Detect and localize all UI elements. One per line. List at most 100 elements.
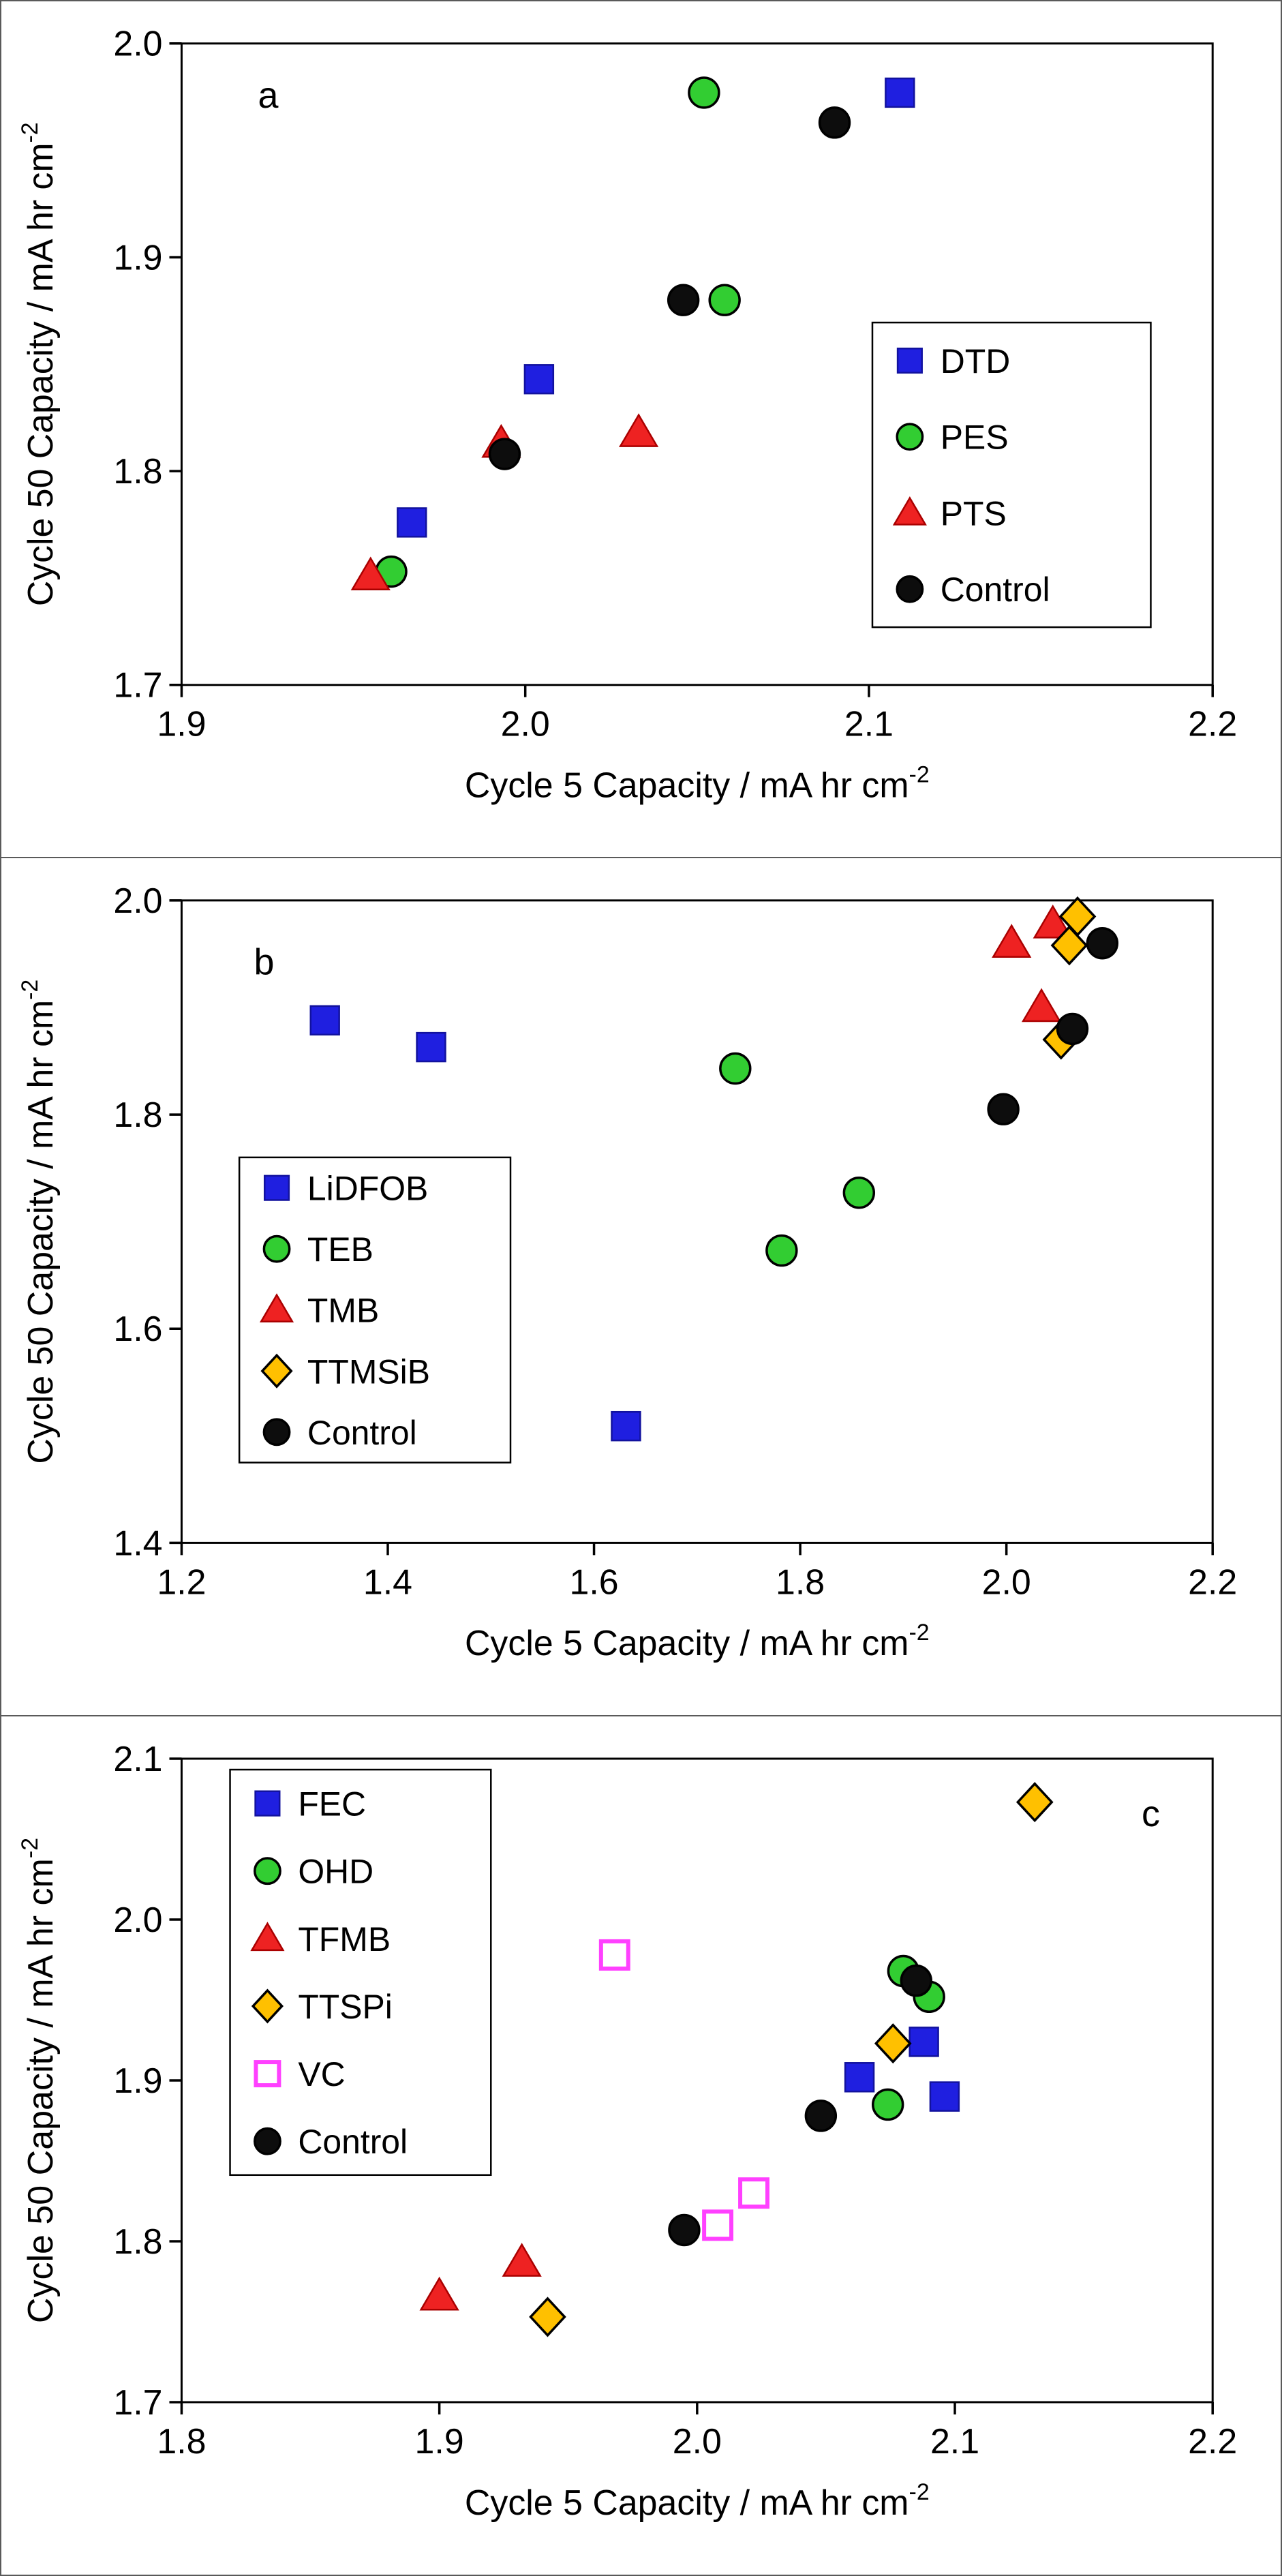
data-point-Control — [488, 438, 521, 470]
y-axis-title: Cycle 50 Capacity / mA hr cm-2 — [17, 122, 60, 606]
legend-marker-triangle — [259, 1293, 294, 1322]
data-point-LiDFOB — [309, 1005, 340, 1036]
legend-box — [229, 1768, 492, 2177]
panel-letter-label: b — [254, 941, 274, 982]
data-point-TEB — [765, 1234, 798, 1267]
legend-item-TEB: TEB — [262, 1230, 373, 1269]
x-tick-label: 2.1 — [844, 704, 894, 744]
legend-marker-square — [263, 1175, 290, 1201]
y-tick-label: 1.4 — [113, 1523, 162, 1562]
legend-item-PTS: PTS — [892, 494, 1007, 532]
panel-b: 1.2 1.4 1.6 1.8 2.0 2.2 1.4 1.6 1.8 2.0 Cycle 5 Ca… — [0, 858, 1282, 1716]
x-axis-title: Cycle 5 Capacity / mA hr cm-2 — [465, 761, 930, 804]
y-tick-label: 1.8 — [113, 451, 162, 491]
y-tick-label: 1.6 — [113, 1309, 162, 1348]
panel-a: 1.9 2.0 2.1 2.2 1.7 1.8 1.9 2.0 Cycle 5 Capacity… — [0, 0, 1282, 858]
y-tick-label: 1.7 — [113, 2383, 162, 2423]
data-point-Control — [987, 1093, 1020, 1125]
data-point-Control — [818, 106, 851, 139]
data-point-Control — [667, 284, 700, 316]
y-tick-label: 2.0 — [113, 24, 162, 63]
legend-label: Control — [941, 571, 1050, 609]
x-tick-label: 1.9 — [415, 2422, 464, 2461]
legend-marker-circle — [262, 1234, 291, 1263]
legend-marker-circle — [262, 1418, 291, 1446]
y-axis-title: Cycle 50 Capacity / mA hr cm-2 — [17, 1838, 61, 2323]
legend-label: TTMSiB — [307, 1352, 430, 1391]
data-point-TTMSiB — [1050, 925, 1088, 966]
legend-marker-circle — [254, 1857, 281, 1885]
series-TFMB — [419, 2243, 542, 2311]
legend-label: TMB — [307, 1292, 379, 1330]
series-Control — [488, 106, 851, 470]
x-tick-label: 2.2 — [1188, 2422, 1237, 2461]
data-point-DTD — [885, 77, 915, 108]
legend-label: Control — [307, 1414, 417, 1452]
legend: FEC OHD TFMB TTSPi VC Control — [229, 1768, 492, 2177]
x-tick-label: 1.6 — [569, 1562, 618, 1601]
legend-label: TFMB — [298, 1920, 391, 1958]
panel-a-chart: 1.9 2.0 2.1 2.2 1.7 1.8 1.9 2.0 Cycle 5 Capacity… — [17, 24, 1237, 805]
legend-label: TEB — [307, 1230, 373, 1269]
x-tick-label: 1.8 — [776, 1562, 825, 1601]
x-tick-label: 1.9 — [157, 704, 206, 744]
data-point-TTSPi — [874, 2023, 912, 2064]
x-tick-label: 1.8 — [157, 2422, 206, 2461]
data-point-Control — [1086, 927, 1119, 960]
series-VC — [598, 1939, 769, 2241]
x-tick-label: 2.0 — [501, 704, 550, 744]
data-point-TFMB — [502, 2243, 542, 2277]
series-Control — [987, 927, 1119, 1125]
x-tick-label: 2.0 — [673, 2422, 722, 2461]
data-point-TMB — [1021, 988, 1062, 1022]
data-point-VC — [702, 2209, 734, 2241]
data-point-DTD — [397, 507, 427, 538]
data-point-TTSPi — [1016, 1782, 1054, 1823]
data-point-Control — [1056, 1012, 1089, 1046]
data-point-Control — [668, 2213, 701, 2247]
data-point-TEB — [842, 1177, 876, 1209]
legend-marker-open-square — [254, 2060, 281, 2088]
data-point-DTD — [523, 364, 555, 395]
series-TMB — [992, 905, 1073, 1022]
legend-label: PTS — [941, 494, 1007, 532]
series-FEC — [844, 2027, 960, 2112]
data-point-OHD — [871, 2088, 904, 2121]
legend-item-TFMB: TFMB — [250, 1920, 391, 1958]
x-tick-label: 2.0 — [982, 1562, 1031, 1601]
legend-label: Control — [298, 2123, 408, 2161]
data-point-LiDFOB — [416, 1031, 446, 1063]
panel-letter-label: a — [258, 75, 279, 116]
x-axis-title: Cycle 5 Capacity / mA hr cm-2 — [465, 2479, 930, 2523]
legend-marker-triangle — [250, 1922, 285, 1952]
data-point-FEC — [909, 2027, 939, 2057]
data-point-FEC — [929, 2081, 960, 2112]
legend-marker-circle — [896, 575, 924, 603]
legend-marker-circle — [896, 423, 924, 451]
data-point-TFMB — [419, 2276, 459, 2311]
data-point-PTS — [618, 413, 659, 447]
legend-item-FEC: FEC — [254, 1785, 366, 1823]
legend: LiDFOB TEB TMB TTMSiB Control — [238, 1156, 512, 1464]
y-tick-label: 1.9 — [113, 2061, 162, 2101]
series-Control — [668, 1964, 932, 2247]
y-tick-label: 2.0 — [113, 1900, 162, 1940]
legend-item-VC: VC — [254, 2055, 346, 2093]
legend-item-PES: PES — [896, 419, 1009, 457]
data-point-TEB — [719, 1052, 752, 1085]
series-DTD — [397, 77, 915, 538]
x-tick-label: 2.2 — [1188, 704, 1237, 744]
data-point-Control — [804, 2100, 838, 2132]
legend-marker-square — [896, 347, 923, 374]
legend-item-TMB: TMB — [259, 1292, 379, 1330]
x-tick-label: 2.2 — [1188, 1562, 1237, 1601]
panel-letter-label: c — [1142, 1793, 1160, 1834]
data-point-TTSPi — [529, 2297, 566, 2337]
data-point-PTS — [350, 556, 391, 591]
legend-item-OHD: OHD — [254, 1853, 373, 1891]
legend-marker-diamond — [260, 1353, 293, 1389]
series-LiDFOB — [309, 1005, 641, 1442]
legend-item-Control: Control — [254, 2123, 408, 2161]
